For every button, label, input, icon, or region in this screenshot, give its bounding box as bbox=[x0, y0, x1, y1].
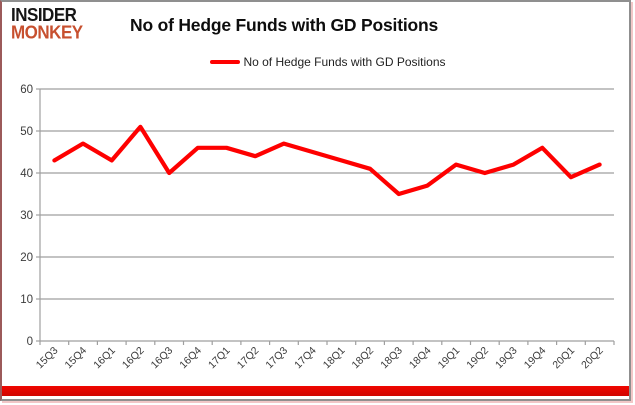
svg-text:15Q3: 15Q3 bbox=[34, 345, 61, 372]
svg-text:17Q3: 17Q3 bbox=[263, 345, 290, 372]
svg-text:17Q1: 17Q1 bbox=[206, 345, 233, 372]
svg-text:30: 30 bbox=[20, 210, 33, 222]
svg-text:40: 40 bbox=[20, 168, 33, 180]
insider-monkey-logo: INSIDER MONKEY bbox=[11, 4, 83, 43]
svg-text:20: 20 bbox=[20, 252, 33, 264]
svg-text:16Q2: 16Q2 bbox=[120, 345, 147, 372]
svg-text:18Q4: 18Q4 bbox=[407, 345, 434, 372]
logo-text-insider: INSIDER bbox=[11, 4, 77, 26]
logo-text-monkey: MONKEY bbox=[11, 21, 83, 43]
svg-text:20Q1: 20Q1 bbox=[550, 345, 577, 372]
svg-text:16Q3: 16Q3 bbox=[149, 345, 176, 372]
svg-text:17Q4: 17Q4 bbox=[292, 345, 319, 372]
svg-text:16Q4: 16Q4 bbox=[177, 345, 204, 372]
svg-text:17Q2: 17Q2 bbox=[235, 345, 262, 372]
bottom-red-bar bbox=[2, 386, 629, 396]
chart-legend: No of Hedge Funds with GD Positions bbox=[40, 55, 616, 69]
svg-text:60: 60 bbox=[20, 84, 33, 96]
svg-text:19Q1: 19Q1 bbox=[436, 345, 463, 372]
svg-text:16Q1: 16Q1 bbox=[91, 345, 118, 372]
svg-text:0: 0 bbox=[27, 336, 33, 348]
legend-label: No of Hedge Funds with GD Positions bbox=[243, 55, 446, 69]
chart-title: No of Hedge Funds with GD Positions bbox=[130, 15, 438, 35]
svg-text:18Q3: 18Q3 bbox=[378, 345, 405, 372]
svg-text:19Q3: 19Q3 bbox=[493, 345, 520, 372]
svg-text:50: 50 bbox=[20, 126, 33, 138]
svg-text:19Q4: 19Q4 bbox=[522, 345, 549, 372]
svg-text:18Q1: 18Q1 bbox=[321, 345, 348, 372]
legend-line-swatch bbox=[210, 60, 241, 64]
svg-text:15Q4: 15Q4 bbox=[63, 345, 90, 372]
svg-text:19Q2: 19Q2 bbox=[464, 345, 491, 372]
svg-text:20Q2: 20Q2 bbox=[579, 345, 606, 372]
svg-text:18Q2: 18Q2 bbox=[350, 345, 377, 372]
svg-text:10: 10 bbox=[20, 294, 33, 306]
